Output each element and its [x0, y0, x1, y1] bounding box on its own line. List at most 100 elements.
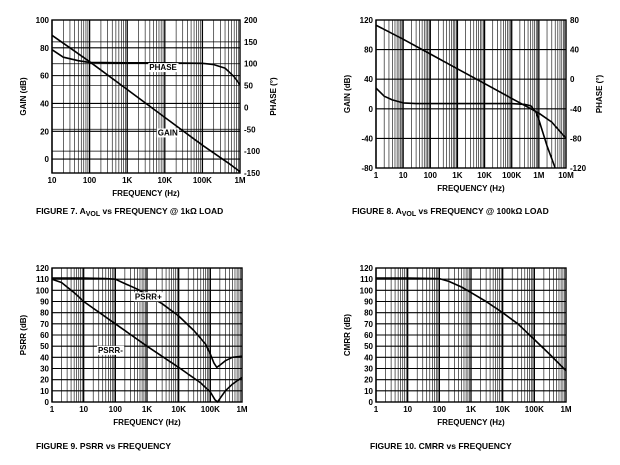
x-tick-label: 1	[374, 405, 379, 414]
y-tick-label: 50	[40, 342, 49, 351]
x-tick-label: 10	[403, 405, 412, 414]
y-tick-label: 120	[360, 264, 374, 273]
y2-tick-label: -50	[244, 125, 256, 134]
figure-caption: FIGURE 10. CMRR vs FREQUENCY	[370, 441, 512, 451]
y-tick-label: 0	[369, 105, 374, 114]
x-tick-label: 1M	[236, 405, 247, 414]
chart-8: 1 10 100 1K 10K 100K 1M 10M 120 80 40 0 -40 -80 80 40 0 -…	[343, 16, 604, 218]
x-tick-label: 1	[50, 405, 55, 414]
figure-caption: FIGURE 9. PSRR vs FREQUENCY	[36, 441, 171, 451]
caption-pre: FIGURE 8. A	[352, 206, 402, 216]
y-tick-label: 0	[45, 398, 50, 407]
y2-tick-label: 50	[244, 82, 253, 91]
y-axis-label: CMRR (dB)	[343, 314, 352, 357]
x-tick-label: 10K	[171, 405, 186, 414]
chart-7: 10 100 1K 10K 100K 1M100806040200200150100500…	[19, 16, 278, 218]
x-tick-label: 100K	[193, 176, 212, 185]
x-tick-label: 100	[83, 176, 97, 185]
annotation-halo	[96, 345, 125, 355]
x-tick-label: 10	[399, 171, 408, 180]
y-tick-label: 120	[360, 16, 374, 25]
x-tick-label: 100	[424, 171, 438, 180]
y-tick-label: 20	[364, 376, 373, 385]
y2-tick-label: 0	[570, 75, 575, 84]
figure-caption: FIGURE 8. AVOL vs FREQUENCY @ 100kΩ LOAD	[352, 206, 549, 218]
y-tick-label: -40	[361, 134, 373, 143]
y-axis-label: PSRR (dB)	[19, 314, 28, 355]
x-tick-label: 10K	[157, 176, 172, 185]
annotation-halo	[148, 63, 179, 73]
x-axis-label: FREQUENCY (Hz)	[437, 418, 505, 427]
y2-tick-label: 40	[570, 46, 579, 55]
y-tick-label: 20	[40, 127, 49, 136]
y2-axis-label: PHASE (°)	[595, 75, 604, 114]
caption-sub: VOL	[86, 211, 101, 218]
y2-axis-label: PHASE (°)	[269, 77, 278, 116]
grid	[375, 267, 566, 403]
y2-tick-label: 0	[244, 103, 249, 112]
plot-frame	[51, 19, 241, 174]
x-tick-label: 10	[79, 405, 88, 414]
y-tick-label: 10	[364, 387, 373, 396]
x-tick-label: 1K	[122, 176, 132, 185]
y-tick-label: 70	[364, 320, 373, 329]
x-tick-label: 100	[109, 405, 123, 414]
caption-post: vs FREQUENCY @ 100kΩ LOAD	[416, 206, 549, 216]
series-phase-line	[51, 49, 241, 86]
x-tick-label: 1	[374, 171, 379, 180]
figure-caption: FIGURE 7. AVOL vs FREQUENCY @ 1kΩ LOAD	[36, 206, 223, 218]
y-tick-label: 80	[364, 46, 373, 55]
y-axis-label: GAIN (dB)	[343, 75, 352, 114]
x-tick-label: 1M	[560, 405, 571, 414]
y-tick-label: 60	[364, 331, 373, 340]
y-tick-label: 30	[40, 365, 49, 374]
y-tick-label: 80	[40, 309, 49, 318]
series-annotation: PSRR-	[98, 346, 123, 355]
plot-frame	[375, 267, 567, 403]
y-tick-label: 50	[364, 342, 373, 351]
annotation-halo	[133, 292, 164, 302]
series-gain-line	[375, 24, 567, 139]
x-tick-label: 100K	[502, 171, 521, 180]
caption-pre: FIGURE 7. A	[36, 206, 86, 216]
y2-tick-label: 200	[244, 16, 258, 25]
y2-tick-label: -80	[570, 134, 582, 143]
series-annotation: PHASE	[149, 63, 177, 72]
x-tick-label: 1M	[533, 171, 544, 180]
y2-tick-label: 80	[570, 16, 579, 25]
caption-post: vs FREQUENCY @ 1kΩ LOAD	[100, 206, 223, 216]
grid	[375, 19, 566, 169]
y-tick-label: 40	[40, 99, 49, 108]
y-tick-label: 0	[369, 398, 374, 407]
x-tick-label: 10	[48, 176, 57, 185]
y-tick-label: 40	[364, 75, 373, 84]
grid	[51, 19, 240, 174]
y-tick-label: 70	[40, 320, 49, 329]
series-annotation: PSRR+	[135, 292, 162, 301]
y2-tick-label: 150	[244, 38, 258, 47]
y-tick-label: 20	[40, 376, 49, 385]
y-tick-label: 110	[360, 275, 373, 284]
series-annotation: GAIN	[158, 128, 178, 137]
y-tick-label: 90	[40, 298, 49, 307]
y-tick-label: 30	[364, 365, 373, 374]
plot-frame	[51, 267, 243, 403]
x-tick-label: 1K	[142, 405, 152, 414]
caption-sub: VOL	[402, 211, 417, 218]
y-tick-label: 10	[40, 387, 49, 396]
y-tick-label: 80	[364, 309, 373, 318]
x-axis-label: FREQUENCY (Hz)	[113, 418, 181, 427]
y2-tick-label: -150	[244, 169, 261, 178]
y-tick-label: 110	[36, 275, 49, 284]
grid	[51, 267, 242, 403]
y-tick-label: 100	[360, 286, 374, 295]
x-tick-label: 10K	[477, 171, 492, 180]
y-tick-label: 100	[36, 286, 50, 295]
series-psrr--line	[51, 278, 243, 403]
series-cmrr-line	[376, 277, 567, 372]
y2-tick-label: -120	[570, 164, 587, 173]
plot-frame	[375, 19, 567, 169]
x-axis-label: FREQUENCY (Hz)	[437, 184, 505, 193]
y-tick-label: 100	[36, 16, 50, 25]
